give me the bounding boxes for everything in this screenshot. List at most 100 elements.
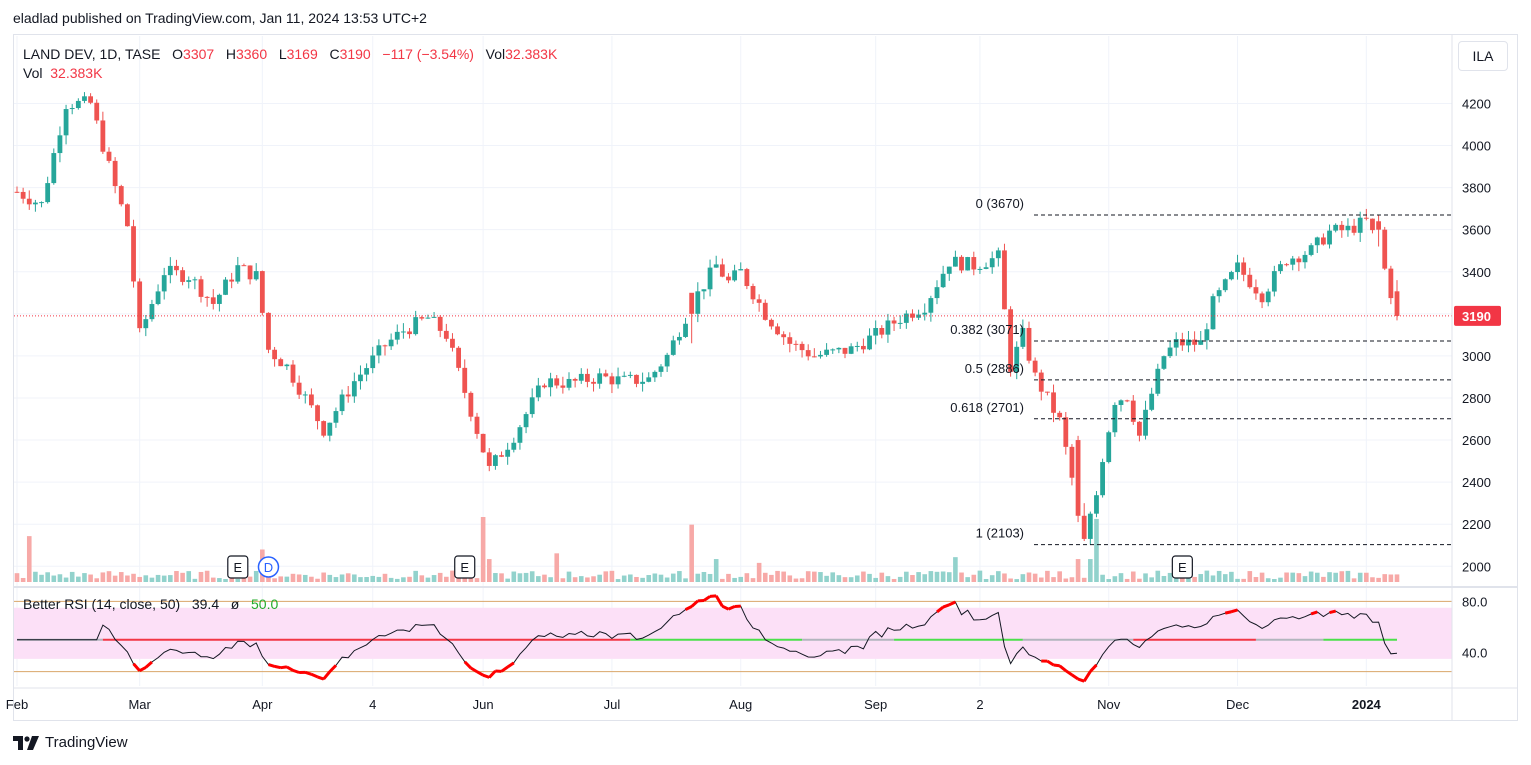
candle-body <box>701 289 707 292</box>
rsi-extreme-segment <box>482 673 490 679</box>
volume-bar <box>131 573 136 582</box>
time-axis: Feb Mar Apr 4 Jun Jul Aug Sep 2 Nov Dec 2024 <box>6 687 1517 712</box>
candle-body <box>658 366 664 372</box>
candle-body <box>873 328 879 336</box>
low-value: 3169 <box>286 46 318 62</box>
volume-bar <box>137 576 142 582</box>
volume-bar <box>1308 571 1314 582</box>
candle-body <box>1278 264 1283 272</box>
volume-bar <box>756 562 762 582</box>
volume-bar <box>33 571 38 582</box>
candle-body <box>572 378 578 381</box>
candle-body <box>517 427 523 443</box>
candle-body <box>339 394 345 412</box>
volume-bar <box>155 574 161 582</box>
candle-body <box>597 373 603 384</box>
candle-body <box>934 287 940 299</box>
volume-bar <box>444 576 449 582</box>
candle-body <box>1333 224 1339 231</box>
candle-body <box>1069 446 1075 478</box>
rsi-legend: Better RSI (14, close, 50) 39.4 ø 50.0 <box>23 596 278 612</box>
candle-body <box>1186 339 1191 346</box>
candle-body <box>167 265 173 276</box>
candle-body <box>640 381 645 384</box>
candle-body <box>940 273 946 288</box>
volume-bar <box>493 573 498 582</box>
volume-bar <box>634 576 639 582</box>
symbol-name[interactable]: LAND DEV, 1D, TASE <box>23 46 161 62</box>
volume-bar <box>713 559 719 582</box>
candle-body <box>1382 229 1388 269</box>
volume-bar <box>566 571 572 582</box>
fib-level-label: 0.618 (2701) <box>950 400 1024 415</box>
candle-body <box>977 268 983 270</box>
volume-bar <box>707 573 713 582</box>
volume-bar <box>609 570 615 582</box>
candle-body <box>1094 495 1099 514</box>
candle-body <box>302 394 308 396</box>
volume-bar <box>174 571 179 582</box>
volume-bar <box>339 574 345 582</box>
volume-bar <box>437 572 443 582</box>
volume-bar <box>358 577 363 582</box>
volume-bar <box>793 578 799 582</box>
candle-body <box>125 204 130 227</box>
vol-indicator-label[interactable]: Vol <box>23 65 43 81</box>
volume-bar <box>787 575 793 582</box>
volume-bar <box>861 571 866 582</box>
candle-body <box>149 304 155 320</box>
candle-body <box>118 186 124 205</box>
volume-bar <box>910 575 915 582</box>
candle-body <box>1008 309 1013 372</box>
candle-body <box>738 269 744 271</box>
rsi-extreme-segment <box>1064 669 1073 677</box>
volume-bar <box>149 577 155 582</box>
volume-bar <box>186 571 192 582</box>
candle-body <box>769 319 774 327</box>
volume-bar <box>1008 578 1013 582</box>
candle-body <box>910 313 915 318</box>
currency-button[interactable]: ILA <box>1458 41 1508 71</box>
volume-bar <box>63 577 69 582</box>
volume-bar <box>1112 576 1118 582</box>
volume-bar <box>842 577 848 582</box>
candle-body <box>1284 264 1289 266</box>
candle-body <box>811 356 817 358</box>
volume-bar <box>327 574 333 582</box>
candle-body <box>1210 296 1216 330</box>
candle-body <box>726 276 731 281</box>
candles <box>14 92 1400 545</box>
candle-body <box>137 281 143 329</box>
candle-body <box>284 364 290 367</box>
volume-bar <box>106 571 112 582</box>
volume-bar <box>20 577 26 582</box>
candle-body <box>20 191 26 199</box>
rsi-label[interactable]: Better RSI (14, close, 50) <box>23 596 181 612</box>
volume-bar <box>302 574 308 582</box>
rsi-extreme-segment <box>292 668 300 674</box>
candle-body <box>719 264 725 277</box>
volume-bar <box>523 572 529 582</box>
candle-body <box>897 322 903 324</box>
volume-bar <box>670 573 676 582</box>
candle-body <box>174 265 179 271</box>
tradingview-logo-icon[interactable] <box>13 735 39 750</box>
candle-body <box>1370 218 1375 231</box>
volume-bar <box>603 571 609 582</box>
rsi-extreme-segment <box>317 675 325 681</box>
candle-body <box>861 345 866 350</box>
volume-bar <box>419 575 425 582</box>
candle-body <box>1394 291 1400 316</box>
rsi-extreme-segment <box>684 605 693 611</box>
rsi-extreme-segment <box>1230 608 1238 614</box>
volume-bar <box>848 577 854 582</box>
candle-body <box>554 378 560 386</box>
fib-retracement: 0 (3670) 0.382 (3071) 0.5 (2886) 0.618 (270… <box>950 196 1452 546</box>
footer-brand[interactable]: TradingView <box>45 734 128 751</box>
rsi-extreme-segment <box>1082 670 1092 682</box>
volume-bar <box>572 577 578 582</box>
candle-body <box>1051 392 1056 413</box>
candle-body <box>1222 279 1228 291</box>
